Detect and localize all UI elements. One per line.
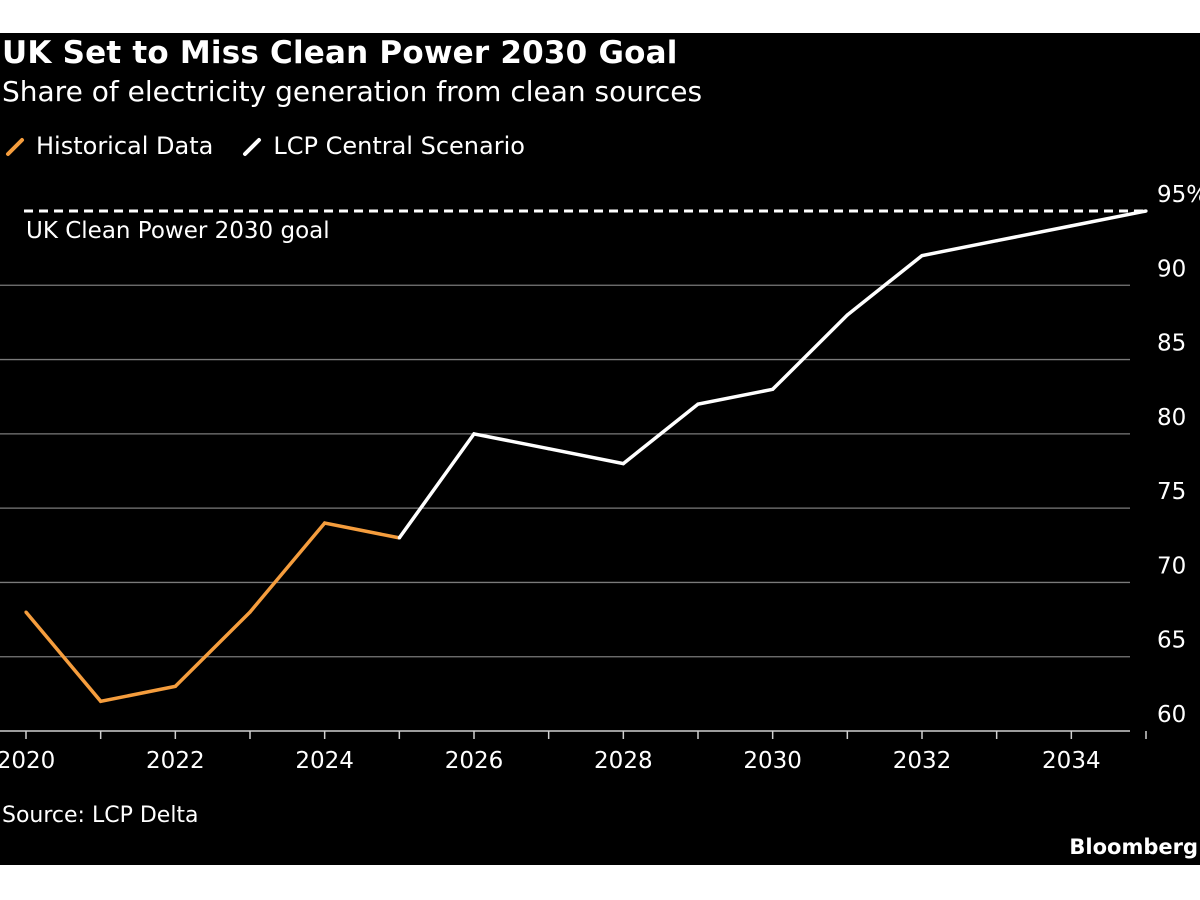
- legend-swatch-historical-line: [6, 138, 24, 156]
- data-point-1-2032: [920, 253, 924, 258]
- data-point-1-2027: [547, 447, 551, 451]
- x-tick-label-2024: 2024: [295, 748, 354, 774]
- data-point-1-2028: [621, 461, 625, 466]
- chart-subtitle: Share of electricity generation from cle…: [2, 75, 703, 108]
- data-point-0-2023: [248, 610, 252, 614]
- data-point-1-2025: [397, 536, 401, 540]
- data-point-1-2030: [771, 387, 775, 391]
- data-point-0-2021: [99, 699, 103, 703]
- reference-line-group: UK Clean Power 2030 goal: [24, 209, 1146, 244]
- data-point-1-2031: [845, 313, 849, 317]
- chart-title: UK Set to Miss Clean Power 2030 Goal: [2, 35, 678, 71]
- bloomberg-logo: Bloomberg: [1069, 835, 1198, 859]
- legend-item-scenario: LCP Central Scenario: [241, 132, 525, 160]
- data-point-1-2026: [472, 432, 476, 436]
- legend-swatch-scenario: [243, 138, 262, 156]
- y-tick-label-95: 95%: [1157, 182, 1200, 208]
- data-point-0-2022: [173, 684, 177, 689]
- legend-label-historical: Historical Data: [36, 132, 214, 160]
- legend-swatch-scenario-line: [243, 138, 262, 156]
- x-tick-label-2034: 2034: [1042, 748, 1101, 774]
- x-tick-label-2032: 2032: [893, 748, 952, 774]
- x-tick-label-2028: 2028: [594, 748, 653, 774]
- x-tick-label-2030: 2030: [743, 748, 802, 774]
- series-line-0: [24, 521, 400, 704]
- y-axis-labels: 60 65 70 75 80 85 90 95%: [1157, 182, 1200, 728]
- y-tick-label-65: 65: [1157, 628, 1186, 654]
- data-point-0-2020: [24, 610, 28, 614]
- legend-item-historical: Historical Data: [4, 132, 213, 160]
- y-tick-label-75: 75: [1157, 479, 1186, 505]
- x-tick-label-2026: 2026: [445, 748, 504, 774]
- y-tick-label-85: 85: [1157, 331, 1186, 357]
- grid-lines: [0, 284, 1130, 658]
- y-tick-label-60: 60: [1157, 702, 1186, 728]
- goal-reference-label: UK Clean Power 2030 goal: [26, 218, 330, 244]
- legend: Historical Data LCP Central Scenario: [4, 131, 553, 161]
- legend-label-scenario: LCP Central Scenario: [273, 132, 525, 160]
- data-point-1-2029: [696, 402, 700, 406]
- x-axis: 2020 2022 2024 2026 2028 2030 2032 2034: [0, 730, 1147, 774]
- data-point-1-2033: [995, 239, 999, 243]
- y-tick-label-90: 90: [1157, 256, 1186, 282]
- line-chart: UK Clean Power 2030 goal 2020 2022 2024 202…: [0, 182, 1200, 774]
- legend-swatch-historical: [6, 138, 24, 156]
- chart-card: UK Set to Miss Clean Power 2030 Goal Sha…: [0, 33, 1200, 865]
- data-point-0-2024: [323, 521, 327, 525]
- data-point-1-2034: [1069, 224, 1073, 228]
- data-point-1-2035: [1144, 209, 1148, 213]
- y-tick-label-80: 80: [1157, 405, 1186, 431]
- x-tick-label-2020: 2020: [0, 748, 55, 774]
- x-tick-label-2022: 2022: [146, 748, 205, 774]
- series-lines: [24, 209, 1148, 704]
- series-line-1: [397, 209, 1147, 539]
- y-tick-label-70: 70: [1157, 553, 1186, 579]
- source-note: Source: LCP Delta: [2, 803, 199, 828]
